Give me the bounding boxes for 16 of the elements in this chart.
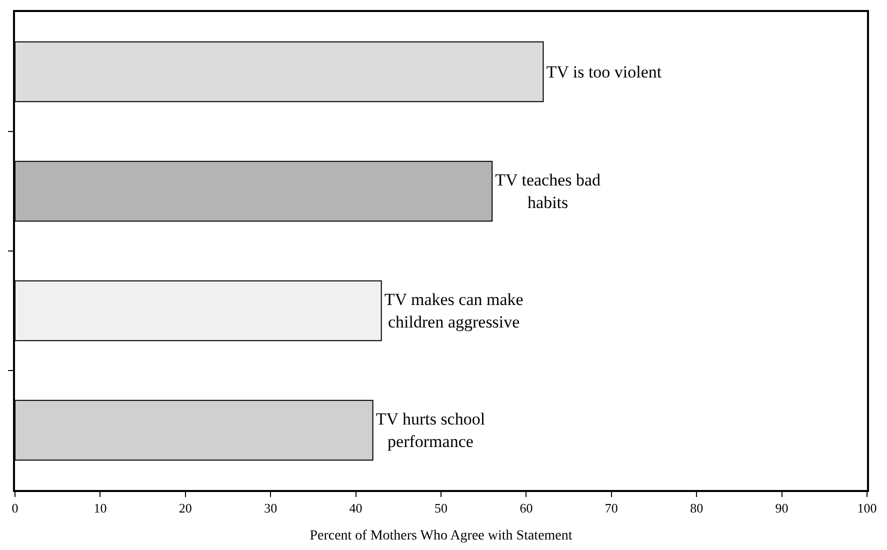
x-tick-label: 100 — [857, 500, 877, 516]
y-tick-label: TV hurts school performance — [376, 410, 486, 451]
x-axis-title: Percent of Mothers Who Agree with Statement — [310, 528, 572, 544]
x-tick-label: 10 — [94, 500, 107, 516]
x-tick-label: 60 — [520, 500, 533, 516]
x-tick-label: 30 — [264, 500, 278, 516]
x-tick-label: 90 — [775, 500, 788, 516]
x-tick-label: 50 — [434, 500, 448, 516]
x-tick-label: 40 — [349, 500, 362, 516]
y-tick-label: TV makes can make children aggressive — [384, 290, 524, 332]
x-tick-label: 20 — [178, 500, 192, 516]
x-tick-label: 80 — [690, 500, 704, 516]
x-tick-label: 70 — [604, 500, 618, 516]
y-tick-label: TV teaches bad habits — [495, 170, 602, 212]
y-tick-label: TV is too violent — [546, 62, 662, 82]
x-tick-label: 0 — [12, 500, 18, 516]
